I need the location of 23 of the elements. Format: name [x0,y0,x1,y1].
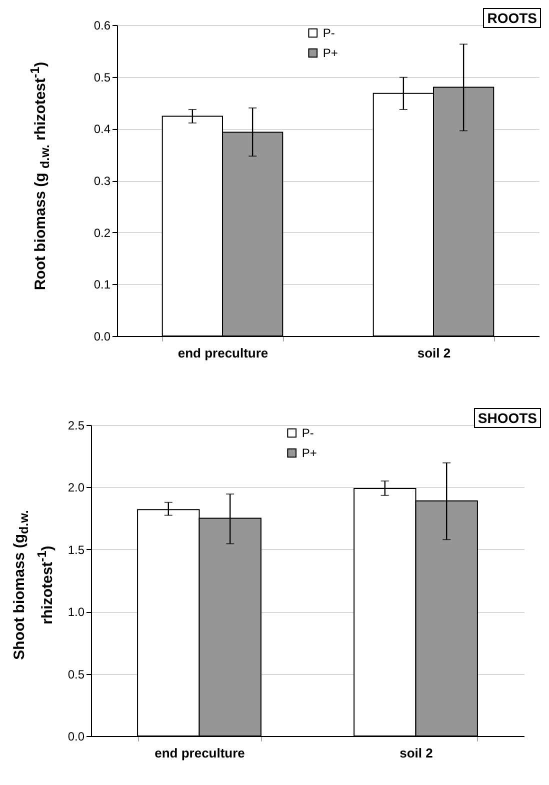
x-tick-label: soil 2 [400,746,433,760]
chart-title: ROOTS [483,8,541,28]
y-tick-label: 2.5 [68,418,85,432]
y-tick-label: 1.5 [68,542,85,557]
legend-label: P+ [302,446,317,460]
y-tick-label: 0.1 [94,278,111,292]
y-tick-label: 0.2 [94,226,111,240]
legend-label: P- [322,26,335,40]
y-tick-label: 0.5 [94,70,111,84]
legend-label: P- [302,426,314,440]
x-tick-label: end preculture [154,746,245,760]
y-tick-label: 0.6 [94,18,111,32]
y-tick-label: 2.0 [68,480,85,495]
y-tick-label: 0.5 [68,667,85,682]
y-tick-label: 0.0 [68,730,85,744]
chart-title: SHOOTS [474,408,541,428]
x-tick-label: soil 2 [417,346,451,360]
x-tick-label: end preculture [178,346,268,360]
y-tick-label: 0.3 [94,174,111,188]
y-tick-label: 0.0 [94,330,111,344]
legend-label: P+ [322,46,338,60]
y-tick-label: 1.0 [68,605,85,620]
y-tick-label: 0.4 [94,122,111,136]
